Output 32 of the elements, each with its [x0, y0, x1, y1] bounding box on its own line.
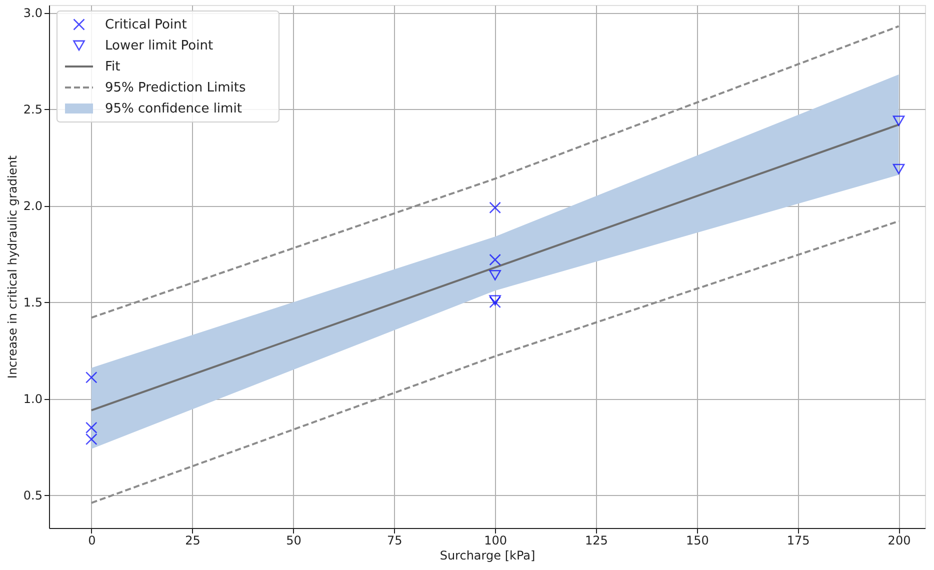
point — [85, 372, 98, 384]
x-tick-label: 150 — [686, 534, 709, 548]
y-tick-label: 1.5 — [23, 296, 42, 310]
point — [892, 116, 905, 126]
point — [489, 202, 501, 214]
point — [489, 296, 501, 308]
y-tick-label: 3.0 — [23, 6, 42, 20]
legend-label: Lower limit Point — [105, 38, 214, 54]
y-axis-title: Increase in critical hydraulic gradient — [5, 155, 20, 379]
legend-label: Fit — [105, 60, 120, 74]
y-tick-label: 0.5 — [23, 488, 42, 503]
point — [489, 295, 501, 306]
y-tick-label: 2.0 — [23, 199, 42, 214]
legend-label: 95% Prediction Limits — [105, 80, 246, 96]
x-tick-label: 25 — [185, 534, 200, 548]
x-tick-label: 100 — [484, 534, 508, 548]
x-tick-label: 175 — [786, 534, 810, 548]
x-tick-label: 50 — [286, 534, 302, 548]
point — [489, 270, 501, 280]
x-tick-label: 75 — [387, 534, 402, 548]
x-axis-title: Surcharge [kPa] — [440, 548, 536, 562]
y-tick-label: 1.0 — [23, 392, 42, 406]
point — [85, 422, 98, 434]
point — [892, 164, 905, 174]
x-tick-label: 125 — [585, 534, 608, 548]
x-tick-label: 200 — [888, 534, 911, 548]
y-tick-label: 2.5 — [23, 102, 42, 117]
annotation: 95% confidence limit — [105, 102, 242, 116]
point — [489, 254, 501, 266]
point — [85, 433, 98, 446]
x-tick-label: 0 — [88, 534, 96, 548]
legend-label: Critical Point — [105, 18, 187, 32]
